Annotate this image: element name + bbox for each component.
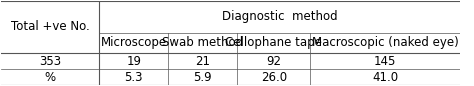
Text: Total +ve No.: Total +ve No. — [10, 20, 90, 33]
Text: 19: 19 — [126, 55, 141, 68]
Text: 5.3: 5.3 — [125, 71, 143, 84]
Text: 145: 145 — [374, 55, 396, 68]
Text: Microscope: Microscope — [100, 36, 167, 49]
Text: 41.0: 41.0 — [372, 71, 398, 84]
Text: 26.0: 26.0 — [261, 71, 287, 84]
Text: 5.9: 5.9 — [193, 71, 212, 84]
Text: 21: 21 — [195, 55, 210, 68]
Text: Diagnostic  method: Diagnostic method — [222, 10, 337, 23]
Text: Macroscopic (naked eye): Macroscopic (naked eye) — [312, 36, 458, 49]
Text: 353: 353 — [39, 55, 61, 68]
Text: Cellophane tape: Cellophane tape — [225, 36, 322, 49]
Text: %: % — [45, 71, 55, 84]
Text: 92: 92 — [266, 55, 281, 68]
Text: Swab method: Swab method — [162, 36, 243, 49]
